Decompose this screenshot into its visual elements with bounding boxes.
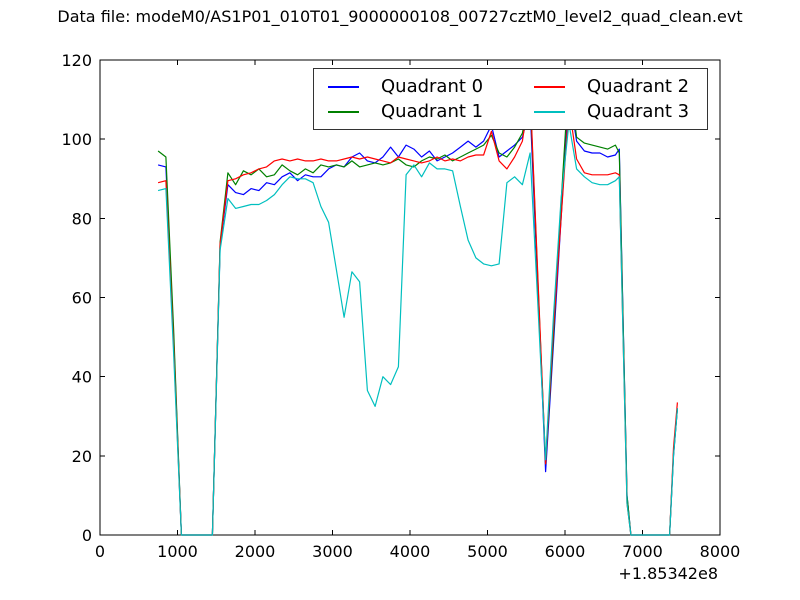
legend-label-quadrant-1: Quadrant 1 [381, 101, 484, 122]
legend-label-quadrant-2: Quadrant 2 [587, 76, 690, 97]
svg-text:80: 80 [72, 209, 92, 228]
legend-entry-quadrant-3: Quadrant 3 [534, 99, 699, 124]
svg-text:+1.85342e8: +1.85342e8 [618, 564, 718, 583]
legend-line-sample-quadrant-2 [534, 85, 565, 88]
legend-entry-quadrant-2: Quadrant 2 [534, 74, 699, 99]
svg-text:2000: 2000 [235, 542, 276, 561]
svg-text:7000: 7000 [622, 542, 663, 561]
svg-text:6000: 6000 [545, 542, 586, 561]
svg-text:120: 120 [61, 51, 92, 70]
chart-title: Data file: modeM0/AS1P01_010T01_90000001… [57, 7, 743, 26]
legend-entry-quadrant-0: Quadrant 0 [328, 74, 534, 99]
svg-text:3000: 3000 [312, 542, 353, 561]
svg-text:1000: 1000 [157, 542, 198, 561]
svg-text:20: 20 [72, 447, 92, 466]
legend-line-sample-quadrant-1 [328, 110, 359, 113]
legend: Quadrant 0 Quadrant 1 Quadrant 2 Quadran… [313, 68, 708, 130]
svg-text:40: 40 [72, 368, 92, 387]
legend-line-sample-quadrant-0 [328, 85, 359, 88]
svg-text:0: 0 [95, 542, 105, 561]
legend-line-sample-quadrant-3 [534, 110, 565, 113]
svg-text:4000: 4000 [390, 542, 431, 561]
svg-text:100: 100 [61, 130, 92, 149]
legend-entry-quadrant-1: Quadrant 1 [328, 99, 534, 124]
svg-text:8000: 8000 [700, 542, 741, 561]
svg-text:0: 0 [82, 526, 92, 545]
legend-label-quadrant-0: Quadrant 0 [381, 76, 484, 97]
svg-text:60: 60 [72, 289, 92, 308]
svg-text:5000: 5000 [467, 542, 508, 561]
legend-label-quadrant-3: Quadrant 3 [587, 101, 690, 122]
